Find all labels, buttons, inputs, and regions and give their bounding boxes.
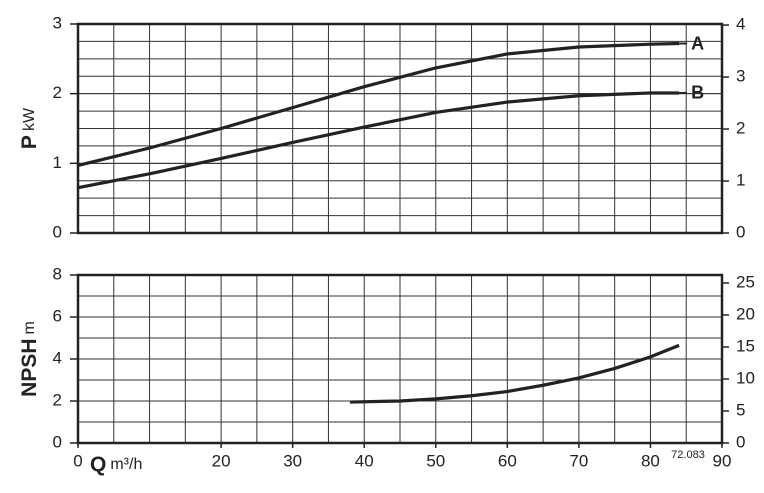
y-tick-label: 0 [53, 222, 62, 241]
curve [77, 41, 680, 167]
x-tick-label: 90 [713, 451, 732, 470]
plot-frame [76, 273, 724, 445]
y2-tick-label: 20 [736, 304, 755, 323]
x-tick-label: 60 [498, 451, 517, 470]
y2-tick-label: 10 [736, 368, 755, 387]
y-tick-label: 2 [53, 83, 62, 102]
y-tick-label: 1 [53, 153, 62, 172]
y-tick-label: 4 [53, 348, 62, 367]
y-axis-label: PkW [18, 107, 41, 149]
x-label-symbol: Q [90, 453, 106, 476]
y2-tick-label: 25 [736, 272, 755, 291]
x-tick-label: 50 [426, 451, 445, 470]
x-label-unit: m³/h [110, 456, 142, 473]
annotation: 72.083 [671, 449, 705, 461]
y-label-symbol: P [18, 135, 41, 149]
x-tick-label: 20 [212, 451, 231, 470]
y-label-unit: m [21, 321, 38, 334]
x-tick-label: 80 [641, 451, 660, 470]
curve-label: A [691, 33, 704, 53]
y-tick-label: 2 [53, 390, 62, 409]
y-tick-label: 8 [53, 264, 62, 283]
curve [349, 343, 680, 404]
x-tick-label: 0 [73, 451, 82, 470]
y2-tick-label: 0 [736, 222, 745, 241]
curve [77, 91, 680, 190]
y-axis-label: NPSH m [18, 321, 41, 397]
y2-tick-label: 3 [736, 67, 745, 86]
y-label-unit: kW [21, 107, 38, 131]
y-label-symbol: NPSH [18, 338, 41, 396]
plot-frame [76, 22, 724, 235]
y2-tick-label: 4 [736, 15, 745, 34]
y2-tick-label: 15 [736, 336, 755, 355]
x-tick-label: 30 [283, 451, 302, 470]
x-tick-label: 70 [569, 451, 588, 470]
y2-tick-label: 0 [736, 432, 745, 451]
y-tick-label: 3 [53, 13, 62, 32]
x-tick-label: 40 [355, 451, 374, 470]
y2-tick-label: 1 [736, 170, 745, 189]
y-tick-label: 6 [53, 306, 62, 325]
y2-tick-label: 2 [736, 119, 745, 138]
y-tick-label: 0 [53, 432, 62, 451]
y2-tick-label: 5 [736, 400, 745, 419]
curve-label: B [691, 83, 704, 103]
